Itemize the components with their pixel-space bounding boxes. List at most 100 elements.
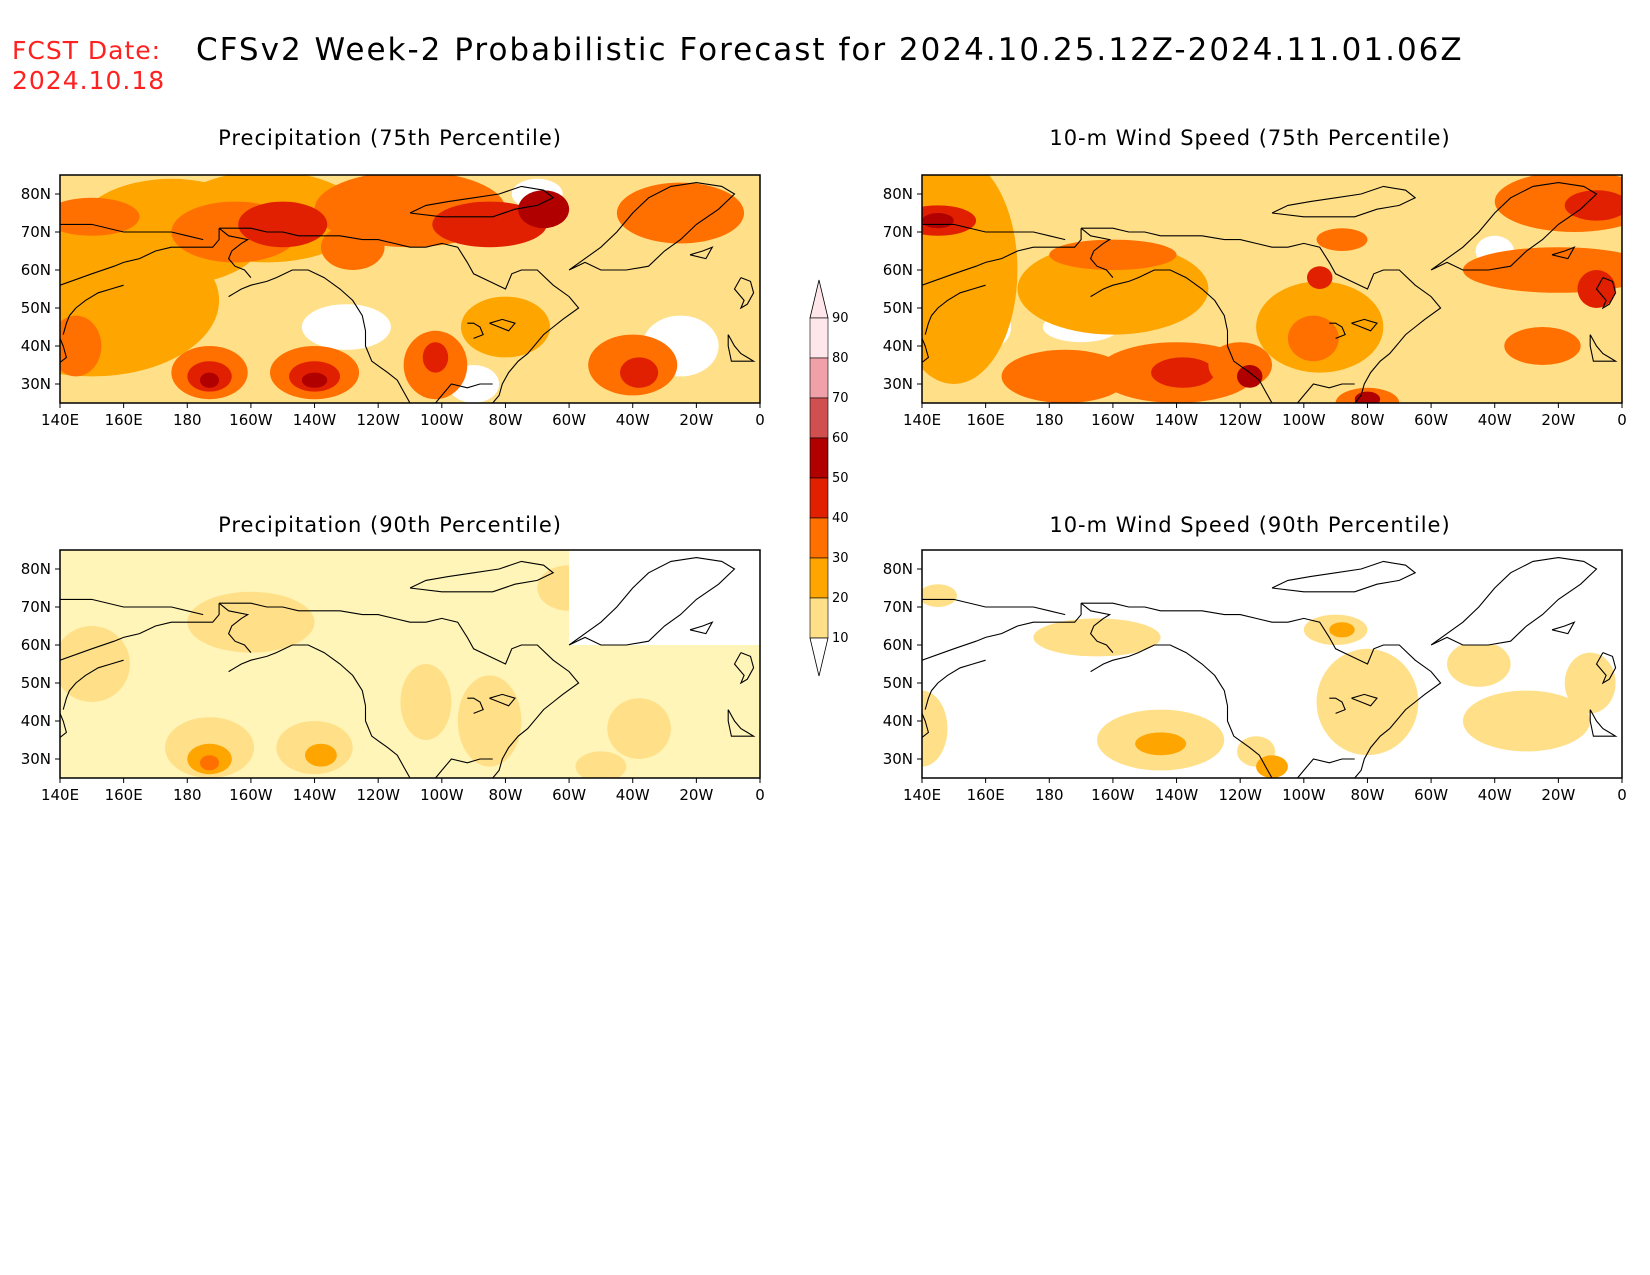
colorbar-top-arrow	[809, 279, 829, 319]
map-panel-precip75: 140E 160E 180 160W 140W 120W 100W 80W 60W 40W 20W 0…	[21, 174, 765, 429]
x-tick-label: 40W	[1478, 411, 1512, 429]
x-tick-label: 0	[1617, 786, 1627, 804]
coastline	[727, 709, 756, 737]
map-frame	[59, 174, 761, 404]
x-tick-label: 20W	[679, 786, 713, 804]
probability-region	[200, 372, 220, 388]
probability-region	[60, 315, 102, 377]
x-tick-label: 140W	[1155, 786, 1199, 804]
coastline	[1351, 693, 1378, 707]
coastline	[1271, 185, 1417, 218]
coastline	[62, 284, 124, 335]
y-tick-label: 70N	[883, 223, 913, 241]
colorbar-segment	[809, 477, 829, 519]
fcst-date-label: FCST Date:	[12, 36, 162, 65]
colorbar-label: 60	[832, 431, 849, 446]
colorbar-bottom-arrow	[809, 637, 829, 677]
coastline	[733, 277, 755, 310]
x-tick-label: 180	[173, 786, 202, 804]
colorbar-label: 70	[832, 391, 849, 406]
coastline	[219, 602, 580, 778]
x-tick-label: 0	[755, 411, 765, 429]
coastline	[62, 659, 124, 710]
x-tick-label: 120W	[356, 411, 400, 429]
field-layer	[922, 175, 1622, 403]
coastline	[1271, 560, 1417, 593]
colorbar-label: 10	[832, 631, 849, 646]
probability-region	[616, 182, 745, 244]
coastline	[435, 383, 493, 403]
coastline	[218, 227, 252, 278]
coastline	[922, 598, 1066, 616]
coastline	[1080, 602, 1114, 653]
coastline	[1351, 318, 1378, 332]
probability-region	[1447, 641, 1511, 687]
x-tick-label: 140W	[1155, 411, 1199, 429]
colorbar-legend: 10 20 30 40 50 60 70 80 90	[809, 279, 849, 677]
coastline	[733, 652, 755, 685]
probability-region	[457, 675, 522, 767]
colorbar-segment	[809, 357, 829, 399]
probability-region	[1316, 228, 1368, 251]
x-tick-label: 180	[173, 411, 202, 429]
probability-region	[400, 664, 452, 740]
x-tick-label: 160W	[229, 411, 273, 429]
panel-title-wind75: 10-m Wind Speed (75th Percentile)	[1049, 126, 1451, 150]
map-panel-wind90: 140E 160E 180 160W 140W 120W 100W 80W 60W 40W 20W 0…	[883, 549, 1627, 804]
probability-region	[1287, 315, 1339, 362]
probability-region	[1462, 690, 1591, 752]
colorbar-segment	[809, 517, 829, 559]
x-tick-label: 60W	[1414, 786, 1448, 804]
y-tick-label: 30N	[21, 750, 51, 768]
probability-region	[60, 197, 140, 236]
coastline	[924, 659, 986, 710]
field-layer	[60, 550, 760, 778]
coastline	[1595, 277, 1617, 310]
x-tick-label: 160E	[967, 786, 1005, 804]
probability-region	[922, 584, 957, 607]
field-layer	[922, 550, 1622, 778]
coastline	[1595, 652, 1617, 685]
x-tick-label: 40W	[616, 411, 650, 429]
map-frame	[921, 549, 1623, 779]
coastline	[1589, 709, 1618, 737]
x-tick-label: 80W	[488, 786, 522, 804]
y-tick-label: 30N	[883, 750, 913, 768]
coastline	[489, 318, 516, 332]
coastline	[467, 322, 484, 339]
coastline	[228, 644, 411, 778]
probability-region	[460, 296, 550, 358]
coastline	[489, 693, 516, 707]
x-tick-label: 120W	[356, 786, 400, 804]
map-panel-precip90: 140E 160E 180 160W 140W 120W 100W 80W 60W 40W 20W 0…	[21, 549, 765, 804]
probability-region	[305, 743, 337, 767]
x-tick-label: 100W	[1282, 411, 1326, 429]
field-layer	[60, 175, 760, 403]
colorbar-segment	[809, 597, 829, 639]
x-tick-label: 20W	[1541, 786, 1575, 804]
coastline	[727, 334, 756, 362]
probability-region	[238, 201, 328, 248]
colorbar-label: 30	[832, 551, 849, 566]
probability-region	[607, 698, 671, 759]
y-tick-label: 50N	[21, 299, 51, 317]
x-tick-label: 120W	[1218, 411, 1262, 429]
map-frame	[921, 174, 1623, 404]
coastline	[689, 246, 714, 260]
x-tick-label: 160W	[1091, 786, 1135, 804]
x-tick-label: 140W	[293, 411, 337, 429]
coastline	[922, 603, 1082, 661]
x-tick-label: 140E	[903, 411, 941, 429]
x-tick-label: 80W	[1350, 411, 1384, 429]
probability-region	[1017, 243, 1209, 335]
probability-region	[1564, 652, 1616, 714]
coastline	[1589, 334, 1618, 362]
probability-region	[1504, 327, 1581, 365]
x-tick-label: 120W	[1218, 786, 1262, 804]
colorbar-label: 40	[832, 511, 849, 526]
colorbar-label: 50	[832, 471, 849, 486]
coastline	[568, 557, 736, 646]
coastline	[467, 697, 484, 714]
x-tick-label: 180	[1035, 411, 1064, 429]
probability-region	[320, 224, 385, 270]
